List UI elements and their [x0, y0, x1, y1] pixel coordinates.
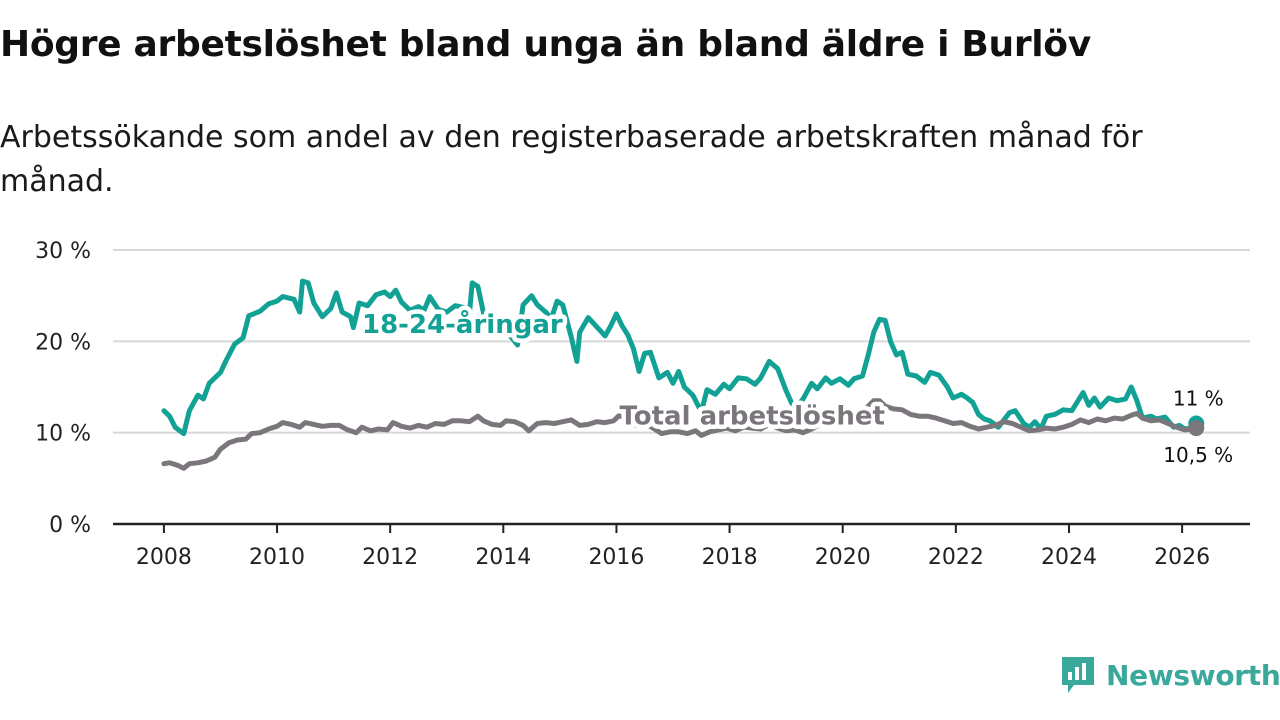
x-tick-label: 2026 [1154, 545, 1210, 570]
end-value-label-youth: 11 % [1173, 387, 1224, 411]
x-tick-label: 2018 [702, 545, 758, 570]
axes: 0 % 10 % 20 % 30 % 2008 2010 2012 2014 2016 2018 2… [35, 239, 1250, 570]
series-label-total: Total arbetslöshet [619, 401, 884, 431]
x-tick-label: 2024 [1041, 545, 1097, 570]
chart-title: Högre arbetslöshet bland unga än bland ä… [0, 24, 1091, 65]
series-labels: 18-24-åringar Total arbetslöshet 11 % 10,5 … [357, 304, 1236, 470]
y-tick-label: 30 % [35, 239, 91, 264]
series-line-youth [161, 278, 1199, 437]
x-tick-label: 2008 [136, 545, 192, 570]
x-tick-label: 2020 [815, 545, 871, 570]
series-label-youth: 18-24-åringar [362, 308, 563, 340]
brand-name: Newsworthy [1106, 658, 1280, 692]
x-tick-label: 2010 [249, 545, 305, 570]
chart-subtitle: Arbetssökande som andel av den registerb… [0, 120, 1143, 199]
y-tick-label: 0 % [49, 513, 91, 538]
x-tick-label: 2016 [588, 545, 644, 570]
end-value-label-total: 10,5 % [1163, 443, 1233, 467]
newsworthy-chart-icon [1062, 657, 1094, 693]
x-tick-label: 2012 [362, 545, 418, 570]
y-tick-label: 20 % [35, 330, 91, 355]
x-tick-label: 2014 [475, 545, 531, 570]
newsworthy-logo: Newsworthy [1060, 654, 1280, 696]
series-line-total [161, 398, 1199, 471]
x-tick-label: 2022 [928, 545, 984, 570]
series-lines [161, 278, 1199, 471]
y-tick-label: 10 % [35, 422, 91, 447]
end-dot-total [1188, 420, 1205, 437]
